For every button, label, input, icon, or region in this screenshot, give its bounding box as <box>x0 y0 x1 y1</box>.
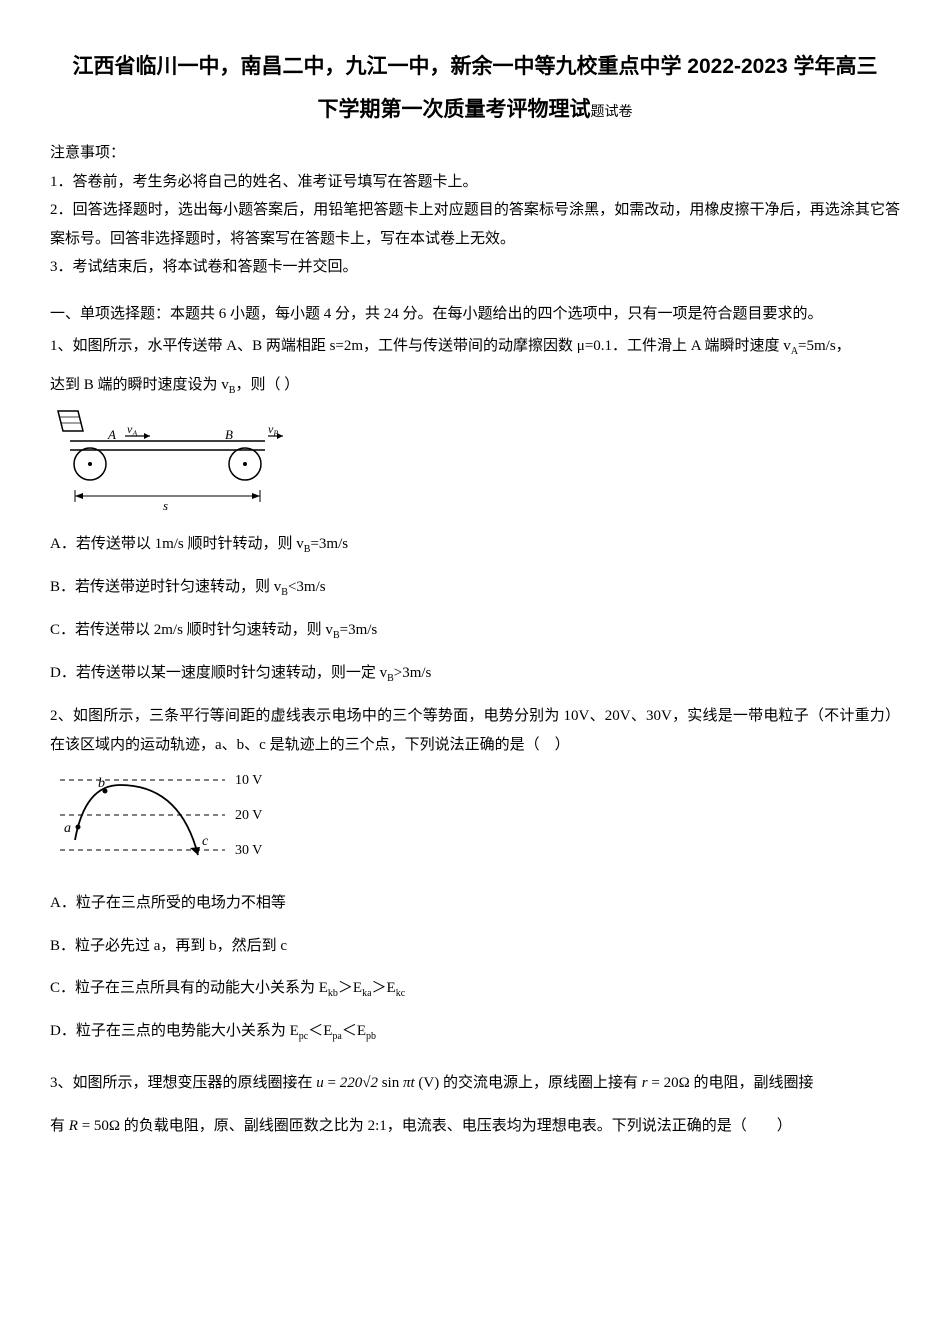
q1-stem-a-tail: =5m/s， <box>798 338 851 354</box>
q2-d-m2: ＜E <box>342 1023 366 1039</box>
q2-c-s2: ka <box>362 988 371 999</box>
q2-c-pre: C．粒子在三点所具有的动能大小关系为 E <box>50 980 328 996</box>
q1-d-post: >3m/s <box>394 665 432 681</box>
q1-d-pre: D．若传送带以某一速度顺时针匀速转动，则一定 v <box>50 665 387 681</box>
q1-option-a: A．若传送带以 1m/s 顺时针转动，则 vB=3m/s <box>50 530 900 559</box>
q1-c-post: =3m/s <box>340 622 378 638</box>
q1-stem-line1: 1、如图所示，水平传送带 A、B 两端相距 s=2m，工件与传送带间的动摩擦因数… <box>50 332 900 361</box>
q2-v30: 30 V <box>235 843 262 858</box>
q3-c: 的电阻，副线圈接 <box>690 1075 814 1091</box>
q3-b: 的交流电源上，原线圈上接有 <box>439 1075 642 1091</box>
q2-point-b: b <box>98 776 105 791</box>
q3-formula-r: r = 20Ω <box>642 1075 690 1091</box>
q2-option-c: C．粒子在三点所具有的动能大小关系为 Ekb＞Eka＞Ekc <box>50 974 900 1003</box>
q2-v10: 10 V <box>235 773 262 788</box>
q2-d-s2: pa <box>332 1031 341 1042</box>
q1-label-va: vA <box>127 422 137 438</box>
q3-f: ，电流表、电压表均为理想电表。下列说法正确的是（ ） <box>387 1118 792 1134</box>
q2-point-a: a <box>64 821 71 836</box>
q1-label-vb: vB <box>268 422 278 438</box>
q3-formula-R: R = 50Ω <box>69 1118 120 1134</box>
q3-a: 3、如图所示，理想变压器的原线圈接在 <box>50 1075 316 1091</box>
q1-option-b: B．若传送带逆时针匀速转动，则 vB<3m/s <box>50 573 900 602</box>
q2-c-m1: ＞E <box>338 980 362 996</box>
title-suffix: 题试卷 <box>591 103 633 119</box>
section-heading: 一、单项选择题：本题共 6 小题，每小题 4 分，共 24 分。在每小题给出的四… <box>50 300 900 329</box>
q1-label-b: B <box>225 427 233 442</box>
q1-stem-line2: 达到 B 端的瞬时速度设为 vB，则（ ） <box>50 371 900 400</box>
q1-d-sub: B <box>387 673 394 684</box>
q3-e: 的负载电阻，原、副线圈匝数之比为 <box>120 1118 368 1134</box>
q1-b-sub: B <box>281 587 288 598</box>
q2-d-s3: pb <box>366 1031 376 1042</box>
q1-stem-b-tail: ，则（ ） <box>235 377 299 393</box>
q2-d-s1: pc <box>299 1031 308 1042</box>
q1-stem-b: 达到 B 端的瞬时速度设为 v <box>50 377 229 393</box>
q2-v20: 20 V <box>235 808 262 823</box>
q2-point-c: c <box>202 834 209 849</box>
exam-title-line2: 下学期第一次质量考评物理试题试卷 <box>50 90 900 130</box>
q2-figure: 10 V 20 V 30 V a b c <box>50 765 900 875</box>
q1-stem-a: 1、如图所示，水平传送带 A、B 两端相距 s=2m，工件与传送带间的动摩擦因数… <box>50 338 791 354</box>
notice-item-1: 1．答卷前，考生务必将自己的姓名、准考证号填写在答题卡上。 <box>50 168 900 197</box>
q1-figure: A B vA vB s <box>50 406 900 516</box>
q1-sub-a: A <box>791 346 798 357</box>
q1-b-post: <3m/s <box>288 579 326 595</box>
notice-heading: 注意事项： <box>50 139 900 168</box>
q2-option-b: B．粒子必先过 a，再到 b，然后到 c <box>50 932 900 961</box>
q1-a-post: =3m/s <box>310 536 348 552</box>
q1-c-sub: B <box>333 630 340 641</box>
q2-option-a: A．粒子在三点所受的电场力不相等 <box>50 889 900 918</box>
q3-formula-u: u = 220√2 sin πt (V) <box>316 1075 439 1091</box>
notice-item-2: 2．回答选择题时，选出每小题答案后，用铅笔把答题卡上对应题目的答案标号涂黑，如需… <box>50 196 900 253</box>
q2-d-pre: D．粒子在三点的电势能大小关系为 E <box>50 1023 299 1039</box>
q2-c-s1: kb <box>328 988 338 999</box>
title-main: 下学期第一次质量考评物理试 <box>318 98 591 121</box>
q1-a-pre: A．若传送带以 1m/s 顺时针转动，则 v <box>50 536 304 552</box>
q1-label-a: A <box>107 427 116 442</box>
q2-d-m1: ＜E <box>308 1023 332 1039</box>
q2-option-d: D．粒子在三点的电势能大小关系为 Epc＜Epa＜Epb <box>50 1017 900 1046</box>
notice-item-3: 3．考试结束后，将本试卷和答题卡一并交回。 <box>50 253 900 282</box>
q3-stem-line1: 3、如图所示，理想变压器的原线圈接在 u = 220√2 sin πt (V) … <box>50 1064 900 1103</box>
exam-title-line1: 江西省临川一中，南昌二中，九江一中，新余一中等九校重点中学 2022-2023 … <box>50 50 900 84</box>
q2-c-m2: ＞E <box>372 980 396 996</box>
q2-stem: 2、如图所示，三条平行等间距的虚线表示电场中的三个等势面，电势分别为 10V、2… <box>50 702 900 759</box>
q2-c-s3: kc <box>396 988 405 999</box>
q1-label-s: s <box>163 498 168 513</box>
q1-option-d: D．若传送带以某一速度顺时针匀速转动，则一定 vB>3m/s <box>50 659 900 688</box>
q3-stem-line2: 有 R = 50Ω 的负载电阻，原、副线圈匝数之比为 2:1，电流表、电压表均为… <box>50 1107 900 1146</box>
q1-c-pre: C．若传送带以 2m/s 顺时针匀速转动，则 v <box>50 622 333 638</box>
q3-d: 有 <box>50 1118 69 1134</box>
q1-option-c: C．若传送带以 2m/s 顺时针匀速转动，则 vB=3m/s <box>50 616 900 645</box>
q1-b-pre: B．若传送带逆时针匀速转动，则 v <box>50 579 281 595</box>
q3-ratio: 2:1 <box>368 1118 387 1134</box>
